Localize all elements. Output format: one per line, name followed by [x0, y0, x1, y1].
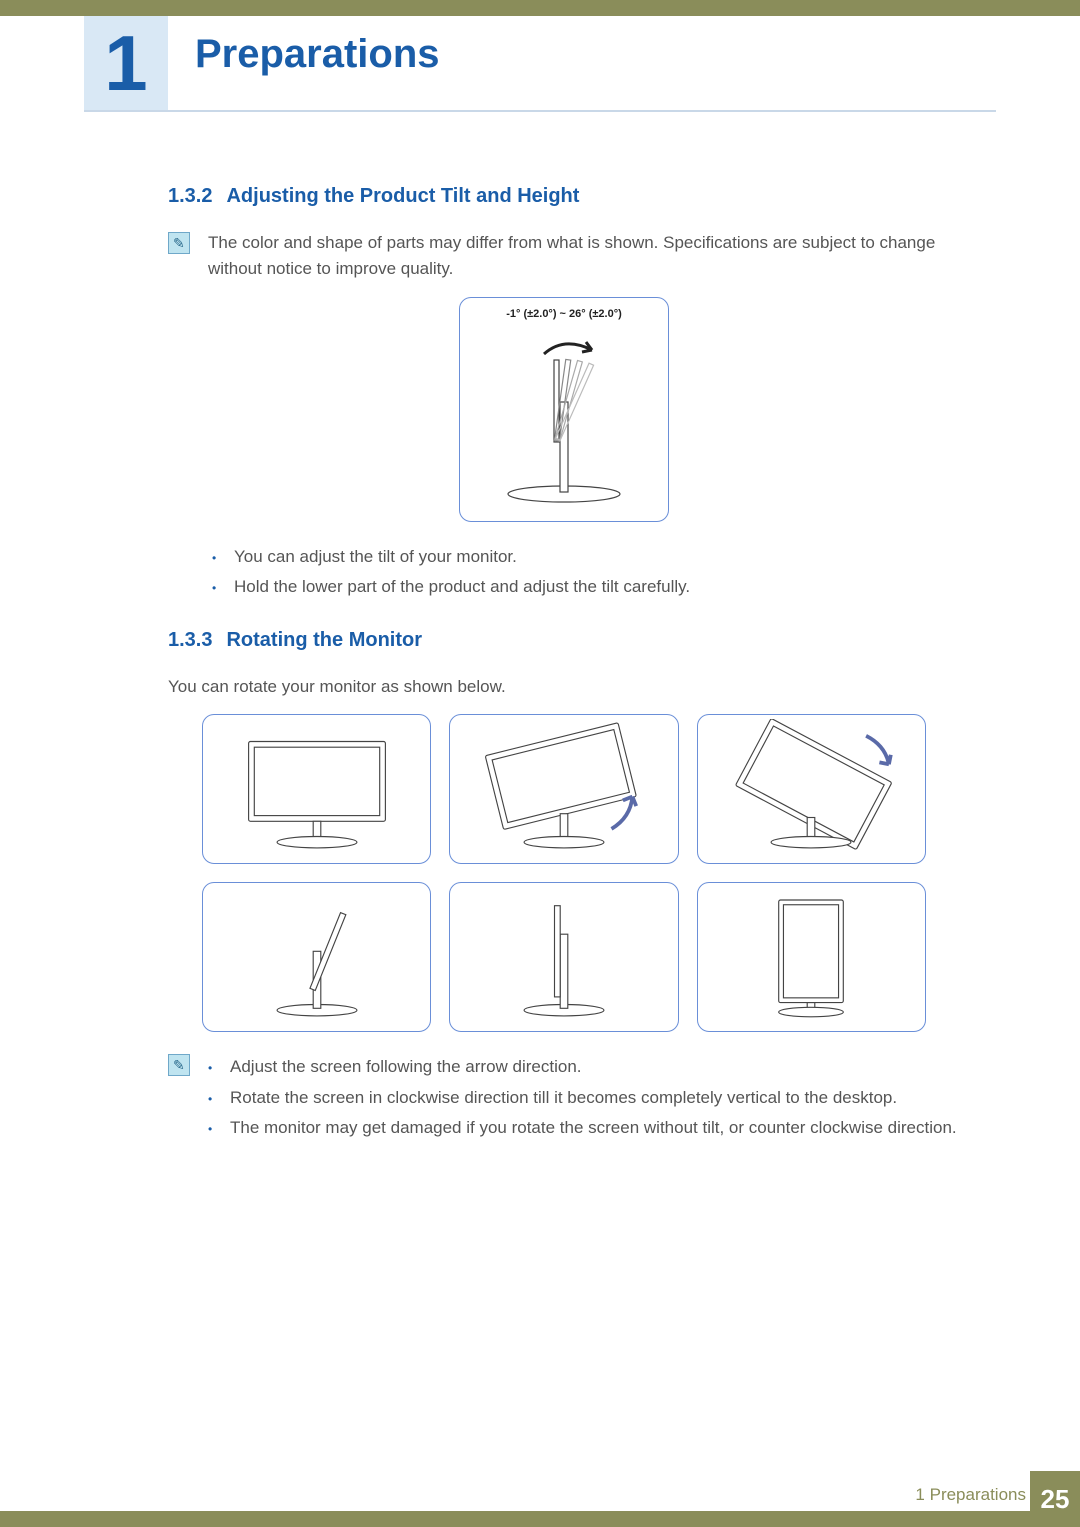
top-accent-bar — [0, 0, 1080, 16]
section-title: Rotating the Monitor — [226, 629, 422, 651]
tilt-bullet-list: You can adjust the tilt of your monitor.… — [212, 542, 960, 603]
figure-rotate-6 — [697, 882, 926, 1032]
tilt-svg — [464, 304, 664, 514]
chapter-number: 1 — [104, 24, 147, 102]
list-item: Rotate the screen in clockwise direction… — [208, 1083, 960, 1114]
figure-rotate-5 — [449, 882, 678, 1032]
rotation-figure-grid — [202, 714, 926, 1032]
rotate-bullet-list: Adjust the screen following the arrow di… — [208, 1052, 960, 1144]
tilt-range-caption: -1° (±2.0°) ~ 26° (±2.0°) — [460, 308, 668, 320]
figure-rotate-2 — [449, 714, 678, 864]
note-text: The color and shape of parts may differ … — [208, 230, 960, 283]
note-icon — [168, 232, 190, 254]
figure-rotate-1 — [202, 714, 431, 864]
footer-accent-bar — [0, 1511, 1080, 1527]
chapter-tab: 1 — [84, 16, 168, 110]
list-item: The monitor may get damaged if you rotat… — [208, 1113, 960, 1144]
figure-rotate-4 — [202, 882, 431, 1032]
figure-tilt-diagram: -1° (±2.0°) ~ 26° (±2.0°) — [459, 297, 669, 522]
note-block: The color and shape of parts may differ … — [168, 230, 960, 283]
list-item: You can adjust the tilt of your monitor. — [212, 542, 960, 573]
list-item: Adjust the screen following the arrow di… — [208, 1052, 960, 1083]
section-heading-133: 1.3.3 Rotating the Monitor — [168, 629, 960, 652]
section-heading-132: 1.3.2 Adjusting the Product Tilt and Heig… — [168, 185, 960, 208]
section-number: 1.3.2 — [168, 185, 212, 207]
chapter-title: Preparations — [195, 32, 440, 77]
figure-rotate-3 — [697, 714, 926, 864]
section-title: Adjusting the Product Tilt and Height — [226, 185, 579, 207]
footer-chapter-label: 1 Preparations — [915, 1485, 1026, 1505]
note-icon — [168, 1054, 190, 1076]
section-intro: You can rotate your monitor as shown bel… — [168, 674, 960, 700]
list-item: Hold the lower part of the product and a… — [212, 572, 960, 603]
section-number: 1.3.3 — [168, 629, 212, 651]
rotate-note-block: Adjust the screen following the arrow di… — [168, 1052, 960, 1170]
title-underline — [84, 110, 996, 112]
